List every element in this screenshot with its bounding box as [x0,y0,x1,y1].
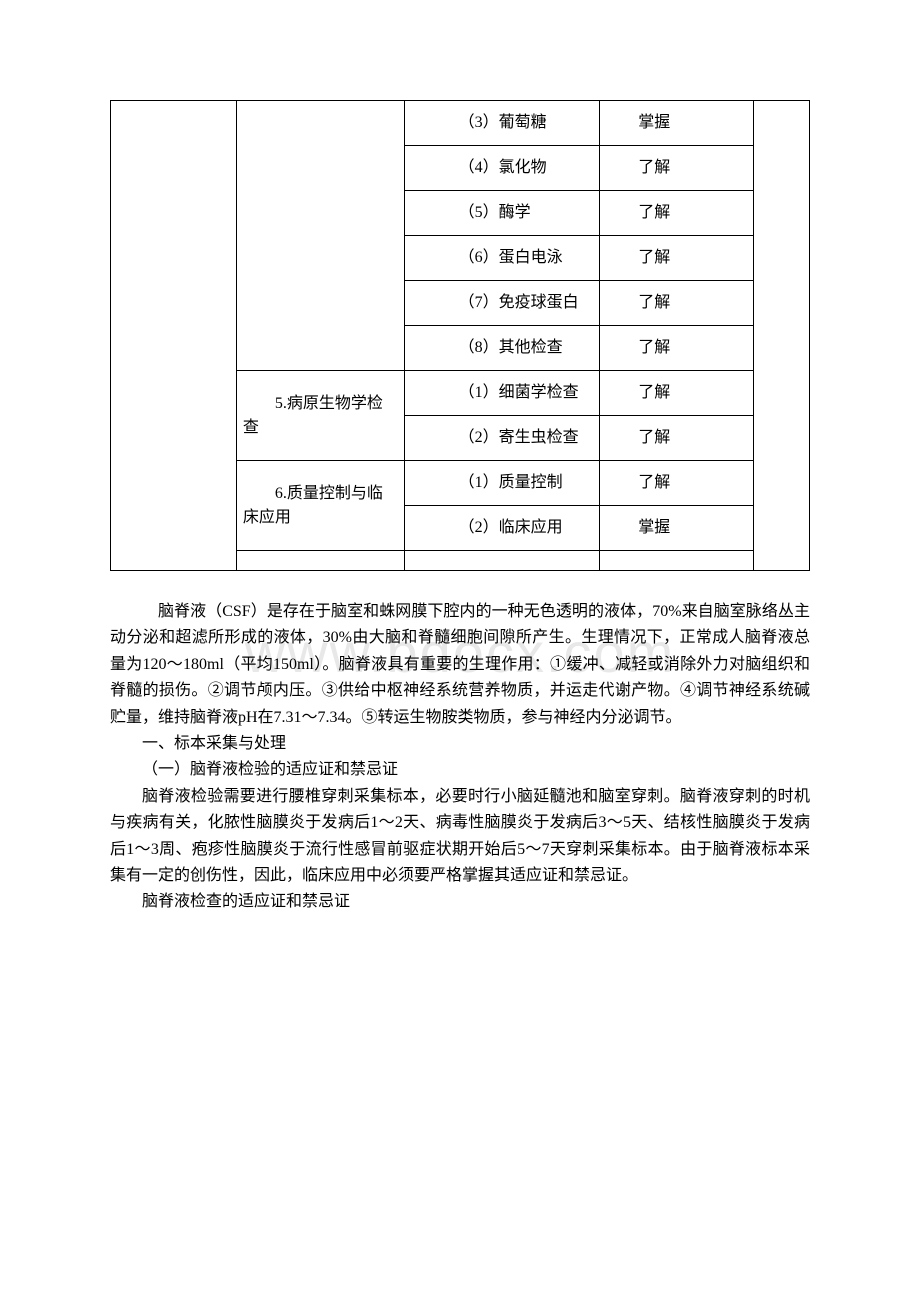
cell-section-label: 6.质量控制与临床应用 [236,461,404,551]
cell-level: 了解 [600,461,754,506]
cell-col1-empty [111,101,237,571]
cell-item: （3）葡萄糖 [404,101,600,146]
cell-item: （2）临床应用 [404,506,600,551]
cell-level: 了解 [600,236,754,281]
cell-col5-empty [754,101,810,571]
cell-level: 了解 [600,416,754,461]
cell-section-label: 5.病原生物学检查 [236,371,404,461]
cell-item: （4）氯化物 [404,146,600,191]
cell-level: 了解 [600,281,754,326]
cell-item: （8）其他检查 [404,326,600,371]
cell-level: 掌握 [600,101,754,146]
cell-empty [236,551,404,571]
cell-level: 了解 [600,326,754,371]
cell-item: （5）酶学 [404,191,600,236]
cell-item: （2）寄生虫检查 [404,416,600,461]
cell-item: （1）质量控制 [404,461,600,506]
cell-empty [600,551,754,571]
intro-paragraph: 脑脊液（CSF）是存在于脑室和蛛网膜下腔内的一种无色透明的液体，70%来自脑室脉… [110,599,810,731]
cell-level: 了解 [600,371,754,416]
cell-empty [404,551,600,571]
cell-level: 了解 [600,146,754,191]
cell-level: 了解 [600,191,754,236]
cell-section-empty [236,101,404,371]
cell-item: （6）蛋白电泳 [404,236,600,281]
cell-level: 掌握 [600,506,754,551]
cell-item: （1）细菌学检查 [404,371,600,416]
cell-item: （7）免疫球蛋白 [404,281,600,326]
heading-1: 一、标本采集与处理 [110,731,810,757]
paragraph-2: 脑脊液检验需要进行腰椎穿刺采集标本，必要时行小脑延髓池和脑室穿刺。脑脊液穿刺的时… [110,784,810,890]
syllabus-table: （3）葡萄糖 掌握 （4）氯化物 了解 （5）酶学 了解 （6）蛋白电泳 了解 … [110,100,810,571]
table-row: （3）葡萄糖 掌握 [111,101,810,146]
heading-2: （一）脑脊液检验的适应证和禁忌证 [110,757,810,783]
body-text: 脑脊液（CSF）是存在于脑室和蛛网膜下腔内的一种无色透明的液体，70%来自脑室脉… [110,599,810,916]
paragraph-3: 脑脊液检查的适应证和禁忌证 [110,889,810,915]
